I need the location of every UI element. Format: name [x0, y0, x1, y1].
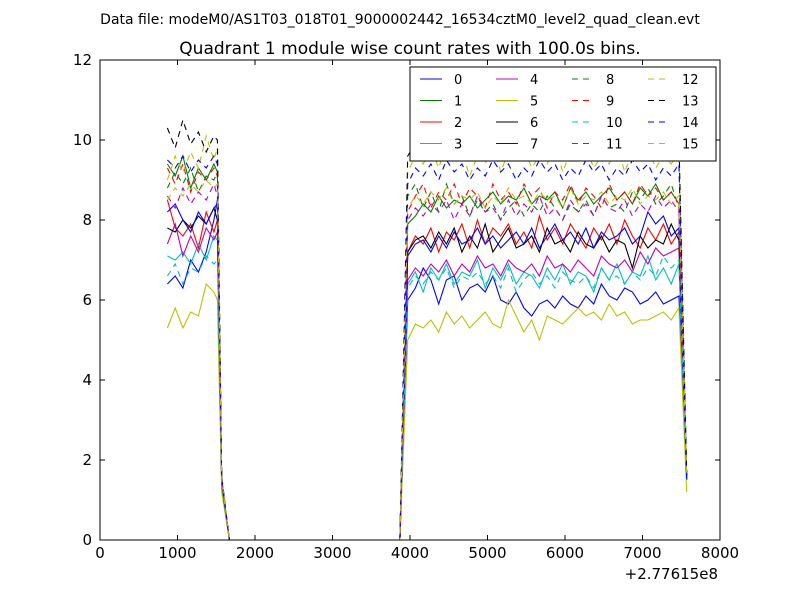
- y-tick-label: 4: [82, 371, 92, 389]
- x-tick-label: 4000: [391, 544, 429, 562]
- legend-label-6: 6: [530, 116, 538, 131]
- x-tick-label: 8000: [701, 544, 739, 562]
- series-line-10: [166, 254, 688, 541]
- legend-label-4: 4: [530, 73, 538, 88]
- series-line-14: [167, 154, 688, 541]
- legend-label-5: 5: [530, 95, 538, 110]
- series-line-6: [167, 206, 688, 541]
- legend-label-3: 3: [454, 138, 462, 153]
- legend-label-10: 10: [606, 116, 623, 131]
- series-line-7: [167, 202, 688, 541]
- series-line-15: [166, 179, 688, 541]
- y-tick-label: 12: [73, 51, 92, 69]
- x-tick-label: 1000: [158, 544, 196, 562]
- y-tick-label: 6: [82, 291, 92, 309]
- series-line-9: [166, 162, 688, 541]
- data-file-suptitle: Data file: modeM0/AS1T03_018T01_90000024…: [100, 12, 700, 28]
- legend-label-15: 15: [682, 138, 699, 153]
- y-tick-label: 8: [82, 211, 92, 229]
- legend-label-9: 9: [606, 95, 614, 110]
- series-line-1: [166, 154, 688, 541]
- series-layer: [166, 118, 688, 541]
- legend-label-12: 12: [682, 73, 699, 88]
- legend-label-0: 0: [454, 73, 462, 88]
- series-line-4: [166, 222, 688, 541]
- y-tick-label: 2: [82, 451, 92, 469]
- series-line-5: [166, 282, 688, 541]
- legend-box: [409, 66, 717, 162]
- legend-label-7: 7: [530, 138, 538, 153]
- legend-label-13: 13: [682, 95, 699, 110]
- legend-label-14: 14: [682, 116, 699, 131]
- legend-label-1: 1: [454, 95, 462, 110]
- x-tick-label: 6000: [546, 544, 584, 562]
- x-tick-label: 3000: [313, 544, 351, 562]
- x-offset-label: +2.77615e8: [625, 565, 718, 583]
- y-tick-label: 10: [73, 131, 92, 149]
- legend-label-2: 2: [454, 116, 462, 131]
- series-line-3: [167, 234, 688, 541]
- x-tick-label: 2000: [236, 544, 274, 562]
- x-tick-label: 5000: [468, 544, 506, 562]
- series-line-13: [166, 118, 688, 541]
- legend-label-11: 11: [606, 138, 623, 153]
- x-tick-label: 0: [95, 544, 105, 562]
- legend-label-8: 8: [606, 73, 614, 88]
- chart-title: Quadrant 1 module wise count rates with …: [179, 39, 640, 59]
- series-line-11: [166, 182, 688, 541]
- y-tick-label: 0: [82, 531, 92, 549]
- axis-layer: 0 1000 2000 3000 4000 5000 6000 7000 80000246810…: [73, 51, 739, 562]
- x-tick-label: 7000: [623, 544, 661, 562]
- series-line-12: [166, 133, 688, 541]
